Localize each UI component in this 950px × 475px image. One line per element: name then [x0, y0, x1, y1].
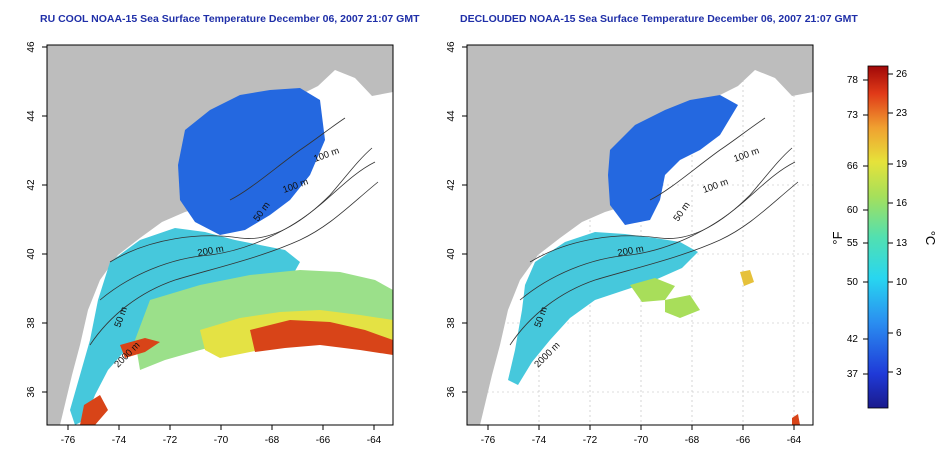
longitude-tick-label: -76 [61, 435, 76, 446]
longitude-tick-label: -72 [163, 435, 178, 446]
longitude-tick-label: -64 [787, 435, 802, 446]
contour-label: 200 m [617, 244, 645, 259]
longitude-tick-label: -66 [316, 435, 331, 446]
latitude-tick-label: 42 [446, 179, 457, 191]
fahrenheit-tick-label: 42 [847, 334, 859, 345]
latitude-tick-label: 36 [446, 386, 457, 398]
fahrenheit-tick-label: 78 [847, 75, 859, 86]
colorbar-gradient [867, 65, 889, 409]
longitude-tick-label: -70 [634, 435, 649, 446]
warm-patch [630, 278, 700, 318]
longitude-tick-label: -70 [214, 435, 229, 446]
celsius-tick-label: 26 [896, 69, 908, 80]
right-map-title: DECLOUDED NOAA-15 Sea Surface Temperatur… [460, 13, 858, 25]
left-sst-map: 100 m 100 m 50 m 200 m 50 m 2000 m 36 38… [26, 41, 394, 446]
land-mass [47, 45, 393, 425]
latitude-tick-label: 42 [26, 179, 37, 191]
latitude-tick-label: 46 [446, 41, 457, 53]
celsius-tick-label: 3 [896, 367, 902, 378]
longitude-tick-label: -76 [481, 435, 496, 446]
fahrenheit-axis-label: °F [830, 231, 845, 244]
celsius-tick-label: 10 [896, 277, 908, 288]
celsius-tick-label: 16 [896, 198, 908, 209]
fahrenheit-tick-label: 60 [847, 205, 859, 216]
longitude-tick-label: -74 [112, 435, 127, 446]
contour-label: 200 m [197, 244, 225, 259]
longitude-tick-label: -74 [532, 435, 547, 446]
right-sst-map: 100 m 100 m 50 m 200 m 50 m 2000 m 36 38… [446, 41, 814, 446]
fahrenheit-tick-label: 73 [847, 110, 859, 121]
gulf-stream-hot [250, 320, 393, 355]
temperature-colorbar: 37 42 50 55 60 66 73 78 3 6 10 13 16 19 … [830, 65, 938, 409]
celsius-tick-label: 13 [896, 238, 908, 249]
longitude-tick-label: -66 [736, 435, 751, 446]
cold-water-gulf-of-maine [608, 95, 738, 225]
latitude-tick-label: 40 [26, 248, 37, 260]
shelf-water [508, 232, 698, 385]
celsius-tick-label: 19 [896, 159, 908, 170]
latitude-tick-label: 38 [26, 317, 37, 329]
latitude-tick-label: 46 [26, 41, 37, 53]
latitude-tick-label: 44 [446, 110, 457, 122]
celsius-tick-label: 6 [896, 328, 902, 339]
fahrenheit-tick-label: 50 [847, 277, 859, 288]
longitude-tick-label: -68 [685, 435, 700, 446]
latitude-tick-label: 40 [446, 248, 457, 260]
cold-water-gulf-of-maine [178, 88, 325, 235]
longitude-tick-label: -64 [367, 435, 382, 446]
latitude-tick-label: 38 [446, 317, 457, 329]
fahrenheit-tick-label: 66 [847, 161, 859, 172]
longitude-tick-label: -72 [583, 435, 598, 446]
latitude-tick-label: 36 [26, 386, 37, 398]
land-mass [467, 45, 813, 425]
longitude-tick-label: -68 [265, 435, 280, 446]
warm-patch-small [740, 270, 754, 286]
hot-spot [792, 414, 800, 425]
fahrenheit-tick-label: 55 [847, 238, 859, 249]
celsius-tick-label: 23 [896, 108, 908, 119]
gulf-stream-hot-south [80, 338, 160, 425]
latitude-tick-label: 44 [26, 110, 37, 122]
celsius-axis-label: °C [923, 231, 938, 246]
fahrenheit-tick-label: 37 [847, 369, 859, 380]
left-map-title: RU COOL NOAA-15 Sea Surface Temperature … [40, 13, 420, 25]
